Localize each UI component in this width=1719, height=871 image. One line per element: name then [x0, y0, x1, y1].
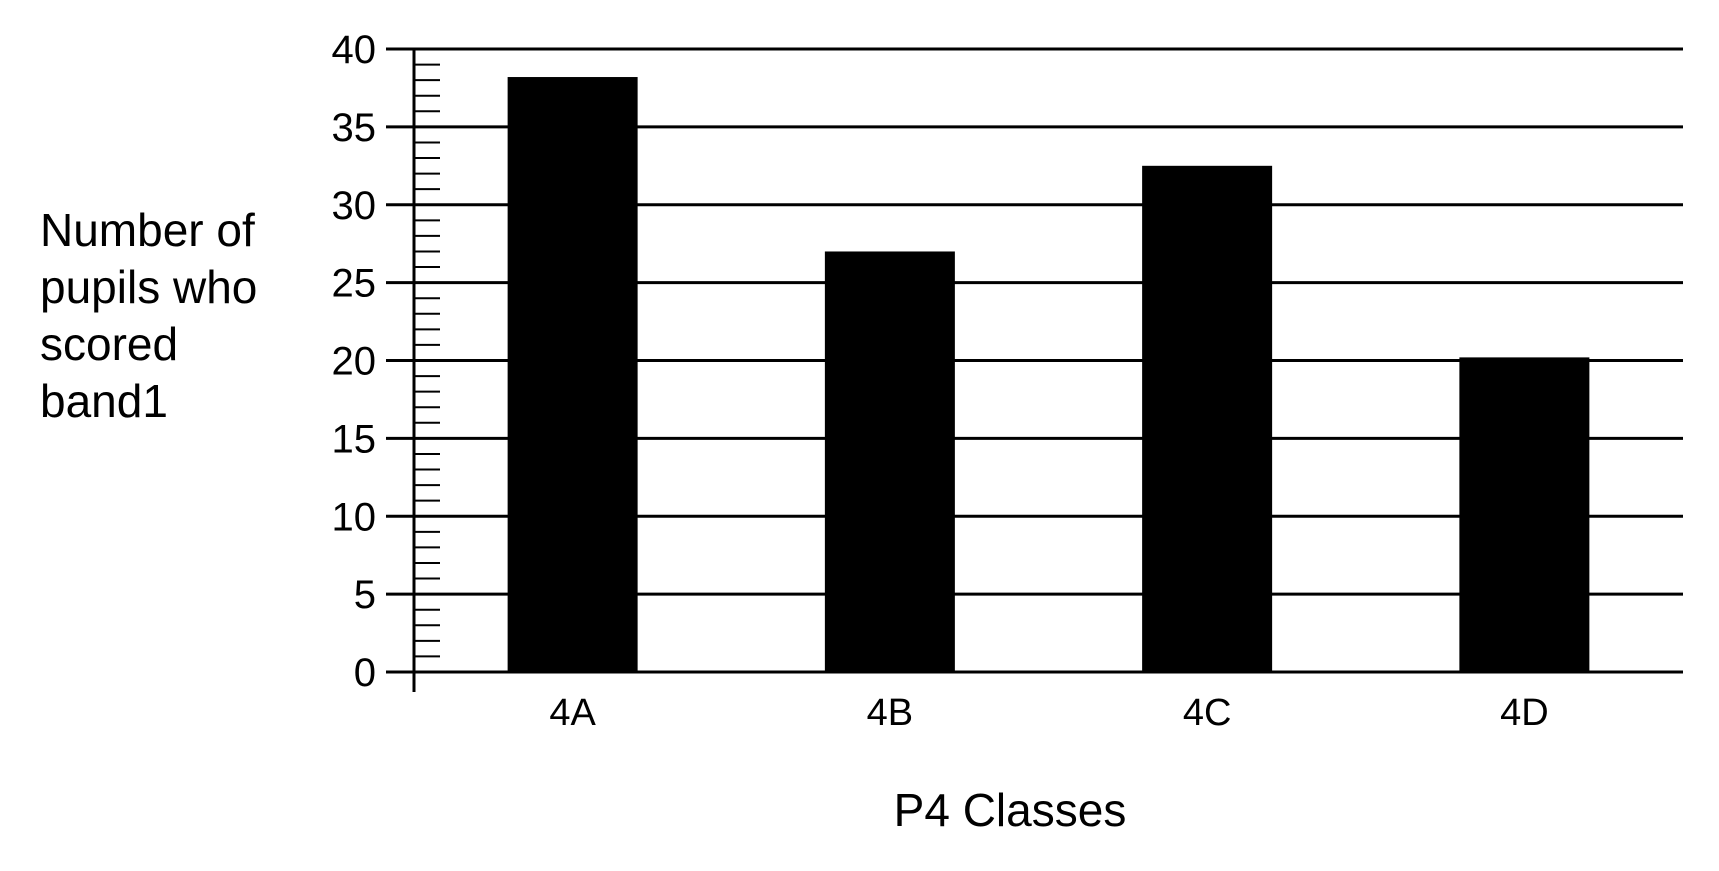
x-tick-labels: 4A 4B 4C 4D [549, 692, 1548, 734]
bar-4B [824, 251, 955, 672]
y-tick-label: 15 [332, 417, 377, 461]
x-tick-label: 4D [1500, 692, 1549, 734]
y-axis-label-line-1: Number of [40, 204, 255, 256]
y-tick-label: 5 [354, 573, 376, 617]
y-tick-label: 25 [332, 262, 377, 306]
x-tick-label: 4C [1183, 692, 1232, 734]
y-axis-label-line-2: pupils who [40, 261, 257, 313]
bar-4D [1459, 357, 1590, 672]
x-axis-label: P4 Classes [894, 784, 1127, 836]
y-tick-label: 10 [332, 495, 377, 539]
y-tick-label: 35 [332, 106, 377, 150]
bars [507, 77, 1590, 672]
y-tick-label: 0 [354, 651, 376, 695]
y-tick-label: 20 [332, 340, 377, 384]
x-tick-label: 4A [549, 692, 596, 734]
bar-4C [1142, 165, 1273, 672]
y-tick-label: 30 [332, 184, 377, 228]
y-axis-label: Number of pupils who scored band1 [40, 204, 257, 427]
y-tick-label: 40 [332, 28, 377, 72]
axes [386, 47, 1683, 692]
bar-4A [507, 77, 638, 672]
x-tick-label: 4B [867, 692, 913, 734]
y-axis-label-line-4: band1 [40, 375, 168, 427]
y-tick-labels: 0 5 10 15 20 25 30 35 40 [332, 28, 377, 695]
y-axis-label-line-3: scored [40, 318, 178, 370]
